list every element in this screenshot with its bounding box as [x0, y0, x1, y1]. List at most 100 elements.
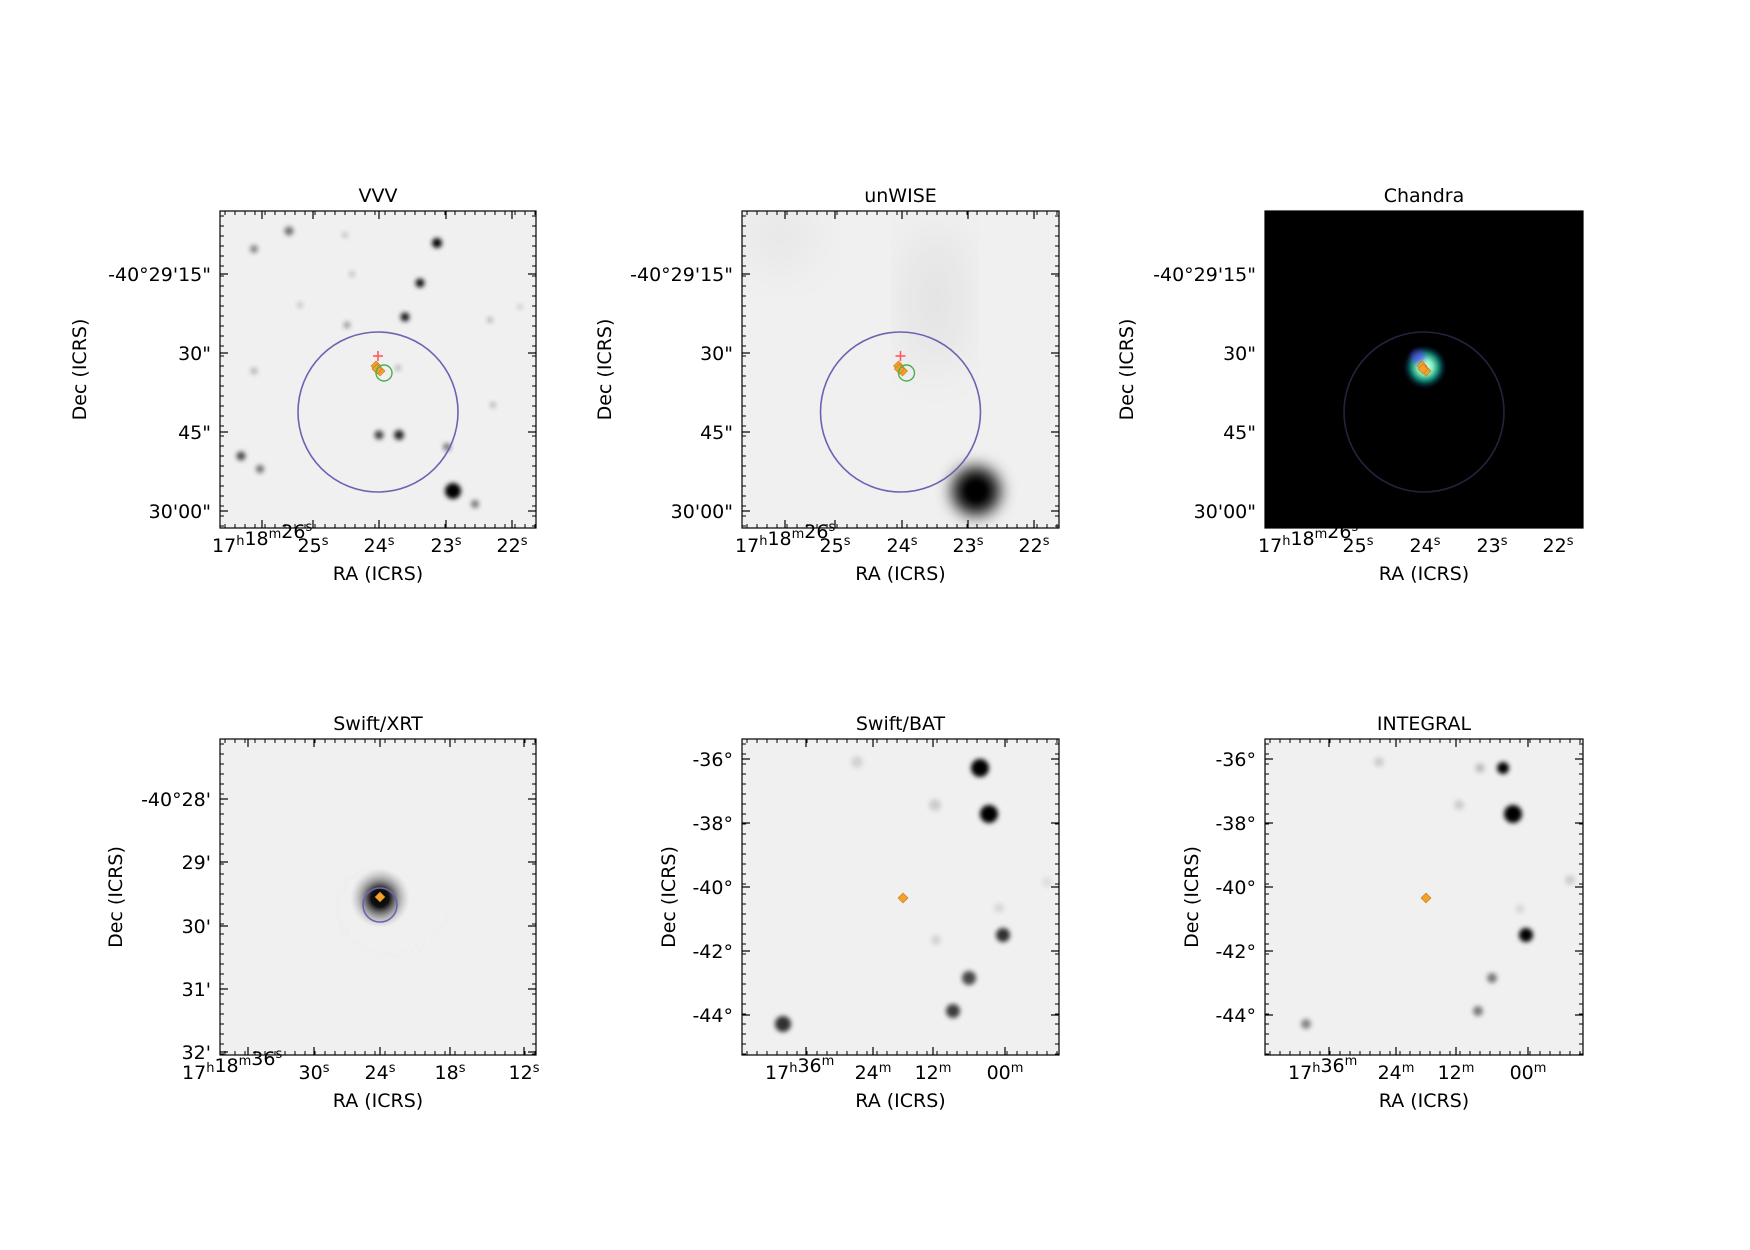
star-source — [374, 430, 384, 440]
star-source — [284, 226, 294, 236]
catalog-source — [929, 799, 941, 811]
y-tick-label: -44° — [692, 1005, 733, 1027]
catalog-source — [1504, 805, 1522, 823]
x-tick-label: 24s — [887, 534, 918, 557]
speckle — [336, 909, 339, 912]
y-axis-label: Dec (ICRS) — [658, 846, 680, 948]
speckle — [397, 954, 401, 958]
speckle — [438, 926, 442, 929]
y-tick-label: -42° — [1215, 941, 1256, 963]
image-content — [236, 226, 523, 508]
catalog-source — [1497, 762, 1509, 774]
y-tick-label: 32' — [182, 1042, 211, 1064]
speckle — [410, 949, 414, 953]
speckle — [355, 941, 358, 944]
x-tick-label: 17h18m26s — [212, 520, 312, 557]
y-tick-label: -40°29'15" — [1153, 264, 1256, 286]
x-tick-label: 12m — [1438, 1061, 1475, 1084]
speckle — [361, 871, 364, 874]
speckle — [449, 904, 452, 908]
catalog-source — [1475, 763, 1485, 773]
y-tick-label: 29' — [182, 852, 211, 874]
speckle — [447, 872, 450, 875]
minor-ticks — [1055, 215, 1059, 527]
x-tick-label: 22s — [1543, 534, 1574, 557]
star-source — [349, 271, 355, 277]
counterpart-circle — [897, 364, 916, 382]
speckle — [371, 870, 375, 874]
image-content — [1343, 331, 1505, 493]
x-tick-label: 24m — [855, 1061, 892, 1084]
minor-ticks — [224, 1051, 536, 1055]
star-source — [394, 430, 404, 440]
catalog-source — [1473, 1006, 1483, 1016]
panel-xrt: Swift/XRT -40°28' 29' 30' 31' 32'17h18m36s 30s… — [105, 713, 540, 1112]
star-source — [400, 312, 410, 322]
speckle — [390, 953, 393, 957]
speckle — [339, 925, 343, 928]
speckle — [447, 896, 451, 900]
y-tick-label: 30'00" — [1194, 501, 1256, 523]
speckle — [391, 886, 395, 889]
x-axis-label: RA (ICRS) — [333, 1090, 423, 1112]
minor-ticks — [742, 215, 746, 527]
speckle — [345, 882, 349, 886]
minor-ticks — [742, 743, 746, 1055]
panel-title: unWISE — [864, 185, 937, 207]
catalog-source — [1516, 905, 1524, 913]
x-tick-label: 23s — [1477, 534, 1508, 557]
y-tick-label: -40°29'15" — [108, 264, 211, 286]
panel-title: INTEGRAL — [1377, 713, 1472, 735]
speckle — [342, 890, 345, 893]
positional-error-circle — [1343, 331, 1505, 493]
panel-bat: Swift/BAT -36° -38° -40° -42° -44° 17h36m 24m 12… — [658, 713, 1060, 1112]
minor-ticks — [1579, 743, 1583, 1055]
speckle — [364, 950, 367, 954]
y-tick-label: -40° — [692, 877, 733, 899]
star-source — [250, 245, 258, 253]
speckle — [388, 874, 392, 878]
catalog-source — [1565, 875, 1575, 885]
x-tick-label: 24s — [364, 534, 395, 557]
speckle — [415, 944, 418, 947]
axes-frame — [219, 738, 537, 1056]
y-axis-label: Dec (ICRS) — [594, 319, 616, 421]
x-axis-label: RA (ICRS) — [1379, 563, 1469, 585]
speckle — [394, 886, 398, 889]
star-source — [487, 317, 493, 323]
x-axis-label: RA (ICRS) — [1379, 1090, 1469, 1112]
x-tick-label: 17h36m — [765, 1054, 834, 1084]
catalog-source — [775, 1016, 791, 1032]
axes-frame — [1264, 738, 1584, 1056]
x-axis-label: RA (ICRS) — [855, 563, 945, 585]
speckle — [337, 889, 340, 893]
minor-ticks — [1269, 739, 1581, 743]
minor-ticks — [1265, 215, 1269, 527]
panel-unwise: unWISE -40°29'15" 30" 45" 30'00"17h18m26s25s… — [594, 185, 1060, 585]
speckle — [450, 888, 453, 891]
speckle — [339, 918, 343, 922]
star-source — [432, 238, 442, 248]
image-content — [750, 211, 1000, 515]
source-position-marker — [1416, 360, 1432, 377]
panel-title: Swift/XRT — [333, 713, 423, 735]
catalog-source — [994, 903, 1004, 913]
source-position-marker — [1420, 892, 1432, 904]
x-tick-label: 23s — [953, 534, 984, 557]
x-tick-label: 17h36m — [1288, 1054, 1357, 1084]
y-tick-label: 30'00" — [671, 501, 733, 523]
star-source — [250, 367, 258, 375]
star-source — [343, 321, 351, 329]
star-source — [395, 365, 401, 371]
axes-frame — [741, 738, 1060, 1056]
speckle — [389, 878, 393, 882]
x-tick-label: 17h18m26s — [1258, 520, 1358, 557]
y-tick-label: 31' — [182, 979, 211, 1001]
y-tick-label: -42° — [692, 941, 733, 963]
star-source — [490, 402, 496, 408]
star-source — [415, 278, 425, 288]
minor-ticks — [746, 524, 1058, 528]
minor-ticks — [220, 743, 224, 1055]
speckle — [393, 889, 396, 893]
speckle — [367, 868, 371, 872]
